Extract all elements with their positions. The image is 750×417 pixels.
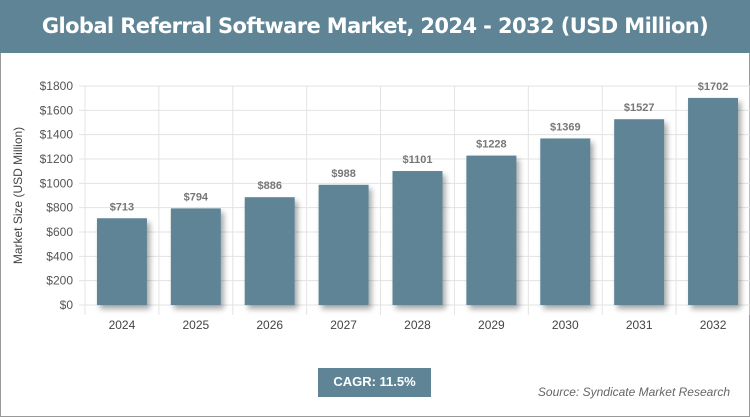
y-axis-label: Market Size (USD Million)	[11, 127, 25, 264]
data-label: $988	[331, 168, 355, 180]
x-tick-label: 2030	[552, 318, 579, 332]
bar-2024	[96, 218, 147, 305]
y-tick-label: $600	[46, 225, 73, 239]
bar-2030	[540, 138, 591, 305]
data-label: $886	[257, 180, 281, 192]
chart-title: Global Referral Software Market, 2024 - …	[0, 0, 750, 53]
x-tick-label: 2029	[478, 318, 505, 332]
cagr-badge: CAGR: 11.5%	[318, 368, 431, 397]
data-label: $1527	[624, 102, 655, 114]
x-tick-label: 2024	[109, 318, 136, 332]
x-tick-label: 2032	[700, 318, 727, 332]
y-tick-label: $0	[60, 298, 74, 312]
bar-2032	[688, 97, 739, 305]
bar-2031	[614, 119, 665, 305]
bar-2027	[318, 184, 369, 305]
y-tick-label: $800	[46, 201, 73, 215]
x-tick-label: 2031	[626, 318, 653, 332]
y-tick-label: $1600	[40, 103, 74, 117]
y-tick-label: $1800	[40, 79, 74, 93]
data-label: $1369	[550, 121, 581, 133]
y-tick-label: $400	[46, 249, 73, 263]
y-tick-label: $1000	[40, 176, 74, 190]
bar-2028	[392, 171, 443, 305]
data-label: $794	[184, 191, 209, 203]
y-tick-label: $1400	[40, 128, 74, 142]
bar-2029	[466, 155, 517, 305]
y-tick-label: $1200	[40, 152, 74, 166]
data-label: $1702	[698, 81, 729, 93]
data-label: $713	[110, 201, 134, 213]
bar-2026	[244, 197, 295, 305]
x-tick-label: 2026	[256, 318, 283, 332]
y-tick-label: $200	[46, 274, 73, 288]
x-tick-label: 2025	[182, 318, 209, 332]
data-label: $1101	[403, 154, 433, 166]
bar-2025	[170, 208, 221, 305]
x-tick-label: 2027	[330, 318, 357, 332]
x-tick-label: 2028	[404, 318, 431, 332]
data-label: $1228	[476, 139, 507, 151]
source-note: Source: Syndicate Market Research	[537, 385, 730, 399]
